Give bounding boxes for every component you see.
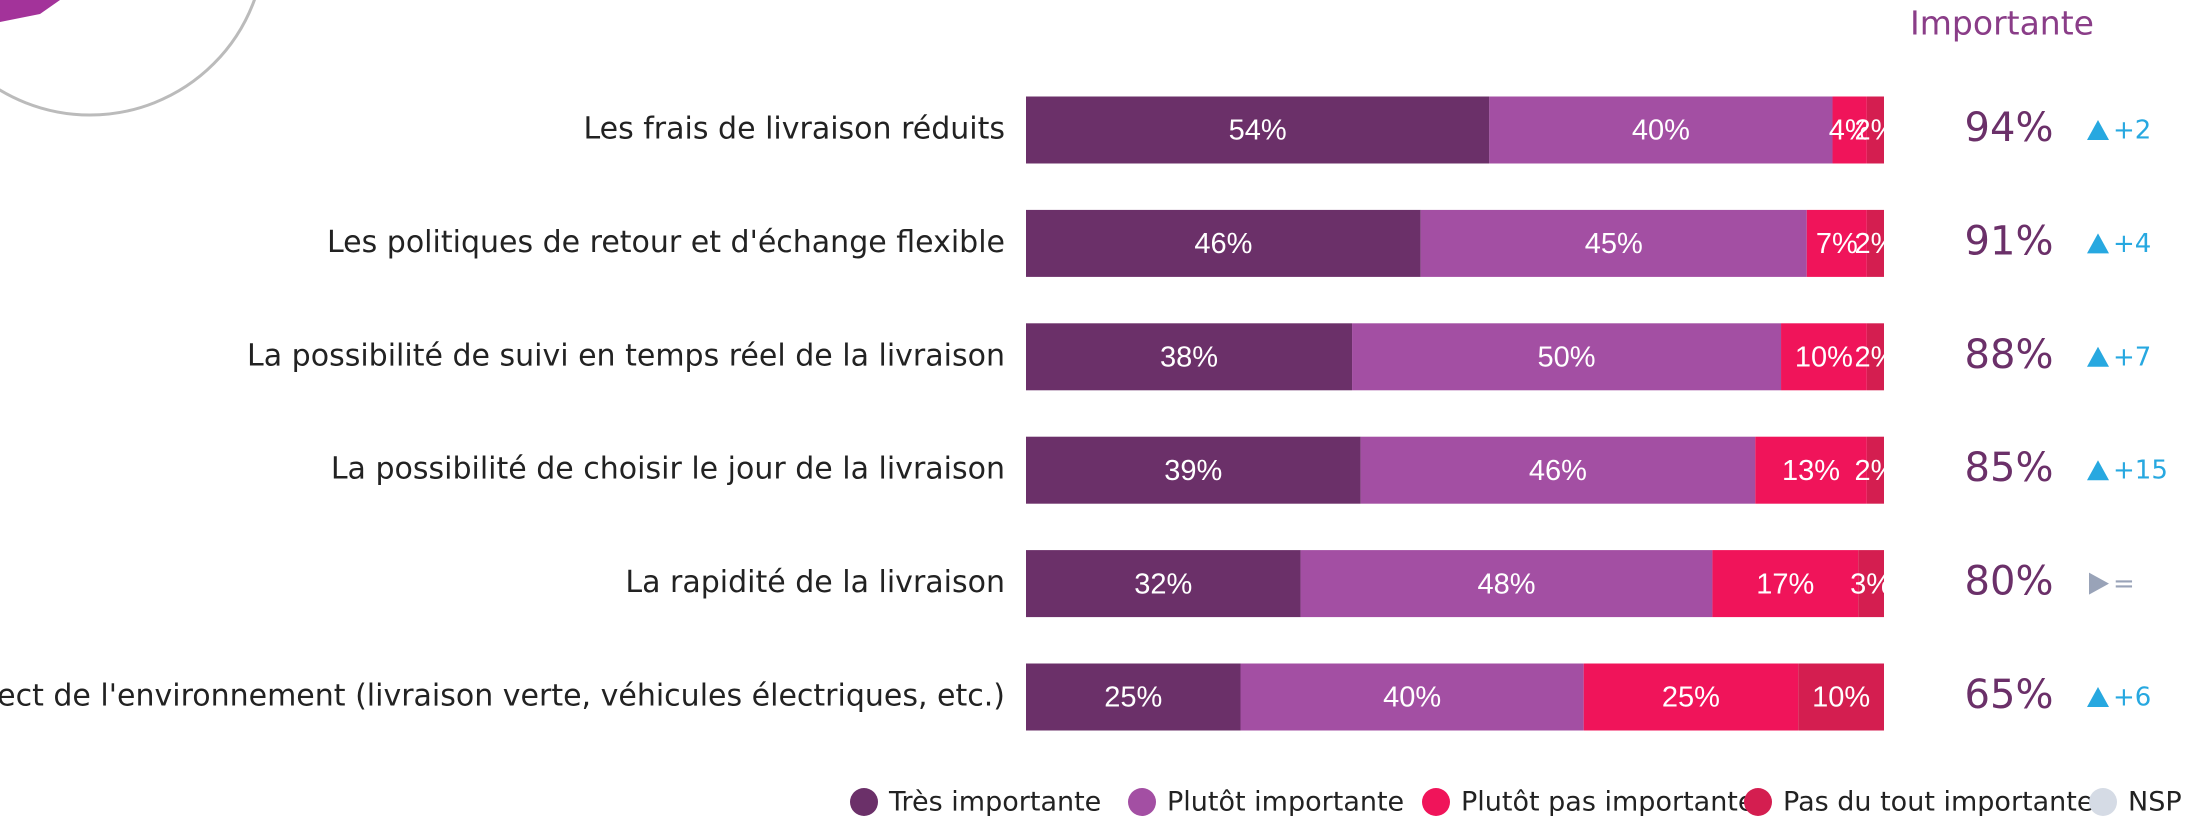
value-label: 2% — [1854, 115, 1896, 147]
change-label: +2 — [2113, 116, 2151, 146]
category-label: Les politiques de retour et d'échange fl… — [327, 225, 1005, 260]
arrow-up — [2087, 120, 2109, 140]
change-label: +4 — [2113, 229, 2151, 259]
change-label: = — [2113, 569, 2135, 599]
legend-label: NSP — [2128, 787, 2182, 817]
value-label: 25% — [1104, 682, 1162, 714]
total-label: 91% — [1965, 218, 2054, 264]
value-label: 45% — [1585, 228, 1643, 260]
value-label: 32% — [1134, 568, 1192, 600]
value-label: 39% — [1164, 455, 1222, 487]
legend-label: Très importante — [888, 787, 1101, 817]
total-label: 85% — [1965, 445, 2054, 491]
value-label: 13% — [1782, 455, 1840, 487]
legend-swatch — [850, 788, 878, 816]
change-label: +7 — [2113, 342, 2151, 372]
value-label: 54% — [1229, 115, 1287, 147]
arrow-up — [2087, 347, 2109, 367]
arrow-up — [2087, 233, 2109, 253]
totals-header: Importante — [1910, 4, 2094, 43]
value-label: 40% — [1632, 115, 1690, 147]
value-label: 10% — [1795, 341, 1853, 373]
value-label: 2% — [1854, 341, 1896, 373]
value-label: 46% — [1529, 455, 1587, 487]
category-label: La rapidité de la livraison — [625, 565, 1005, 600]
value-label: 38% — [1160, 341, 1218, 373]
value-label: 40% — [1383, 682, 1441, 714]
legend-swatch — [1128, 788, 1156, 816]
arrow-up — [2087, 687, 2109, 707]
value-label: 48% — [1477, 568, 1535, 600]
legend-label: Pas du tout importante — [1783, 787, 2094, 817]
value-label: 7% — [1816, 228, 1858, 260]
legend-swatch — [1744, 788, 1772, 816]
change-label: +15 — [2113, 456, 2168, 486]
value-label: 50% — [1538, 341, 1596, 373]
arrow-up — [2087, 460, 2109, 480]
legend-swatch — [1422, 788, 1450, 816]
total-label: 65% — [1965, 672, 2054, 718]
total-label: 80% — [1965, 559, 2054, 605]
category-label: La possibilité de suivi en temps réel de… — [247, 338, 1005, 373]
value-label: 17% — [1756, 568, 1814, 600]
total-label: 88% — [1965, 332, 2054, 378]
value-label: 25% — [1662, 682, 1720, 714]
arrow-right — [2089, 573, 2109, 595]
category-label: Les frais de livraison réduits — [583, 112, 1005, 147]
category-label: Le respect de l'environnement (livraison… — [0, 679, 1005, 714]
value-label: 2% — [1854, 228, 1896, 260]
legend-label: Plutôt pas importante — [1461, 787, 1755, 817]
value-label: 2% — [1854, 455, 1896, 487]
value-label: 46% — [1194, 228, 1252, 260]
value-label: 10% — [1812, 682, 1870, 714]
legend-label: Plutôt importante — [1167, 787, 1404, 817]
category-label: La possibilité de choisir le jour de la … — [331, 452, 1005, 487]
logo-decoration — [0, 0, 265, 115]
chart: Importante Les frais de livraison réduit… — [0, 0, 2195, 817]
value-label: 3% — [1850, 568, 1892, 600]
legend-swatch — [2089, 788, 2117, 816]
logo-circle — [0, 0, 265, 115]
total-label: 94% — [1965, 105, 2054, 151]
change-label: +6 — [2113, 683, 2151, 713]
